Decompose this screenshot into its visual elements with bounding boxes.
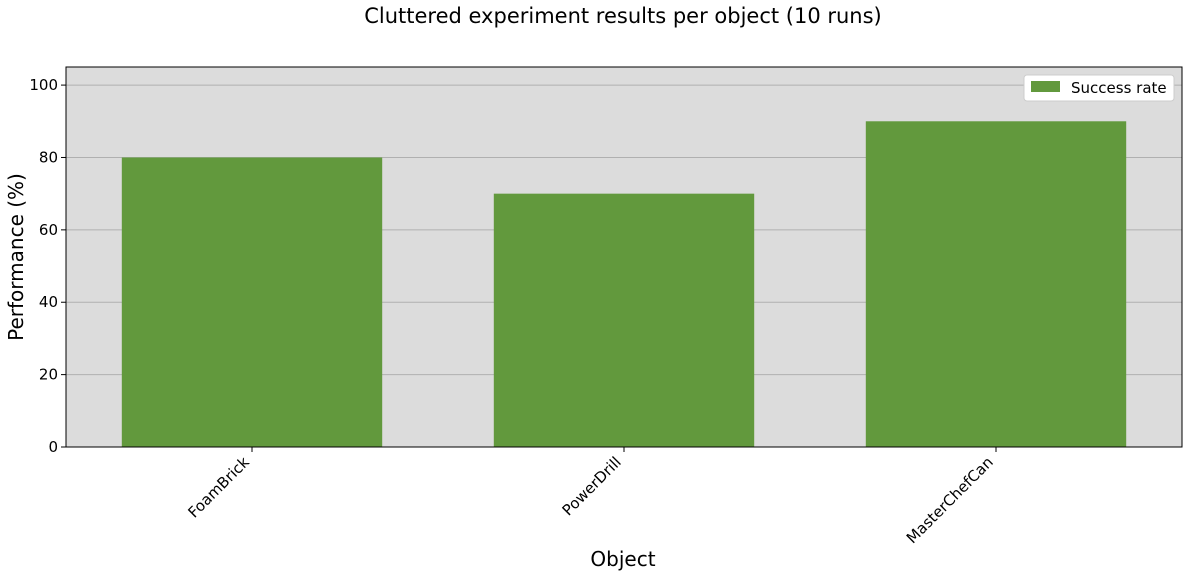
legend: Success rate <box>1023 74 1175 102</box>
bar <box>493 193 755 447</box>
y-axis-label: Performance (%) <box>4 173 28 341</box>
x-tick-label: PowerDrill <box>559 453 625 519</box>
y-tick-label: 20 <box>39 366 58 384</box>
x-tick-label: FoamBrick <box>184 453 253 522</box>
y-tick-label: 60 <box>39 221 58 239</box>
y-tick-label: 0 <box>48 438 58 456</box>
y-tick-label: 100 <box>29 76 58 94</box>
y-tick-label: 40 <box>39 293 58 311</box>
x-tick-label: MasterChefCan <box>903 453 997 547</box>
bars <box>121 121 1127 448</box>
legend-box <box>1023 74 1175 102</box>
legend-swatch <box>1031 81 1060 92</box>
x-axis: FoamBrick PowerDrill MasterChefCan <box>184 447 997 547</box>
bar <box>121 157 383 447</box>
bar <box>865 121 1127 448</box>
y-tick-label: 80 <box>39 148 58 166</box>
x-axis-label: Object <box>590 547 655 571</box>
y-axis: 0 20 40 60 80 100 <box>29 76 66 456</box>
chart-title: Cluttered experiment results per object … <box>364 4 882 28</box>
legend-label: Success rate <box>1071 79 1167 97</box>
